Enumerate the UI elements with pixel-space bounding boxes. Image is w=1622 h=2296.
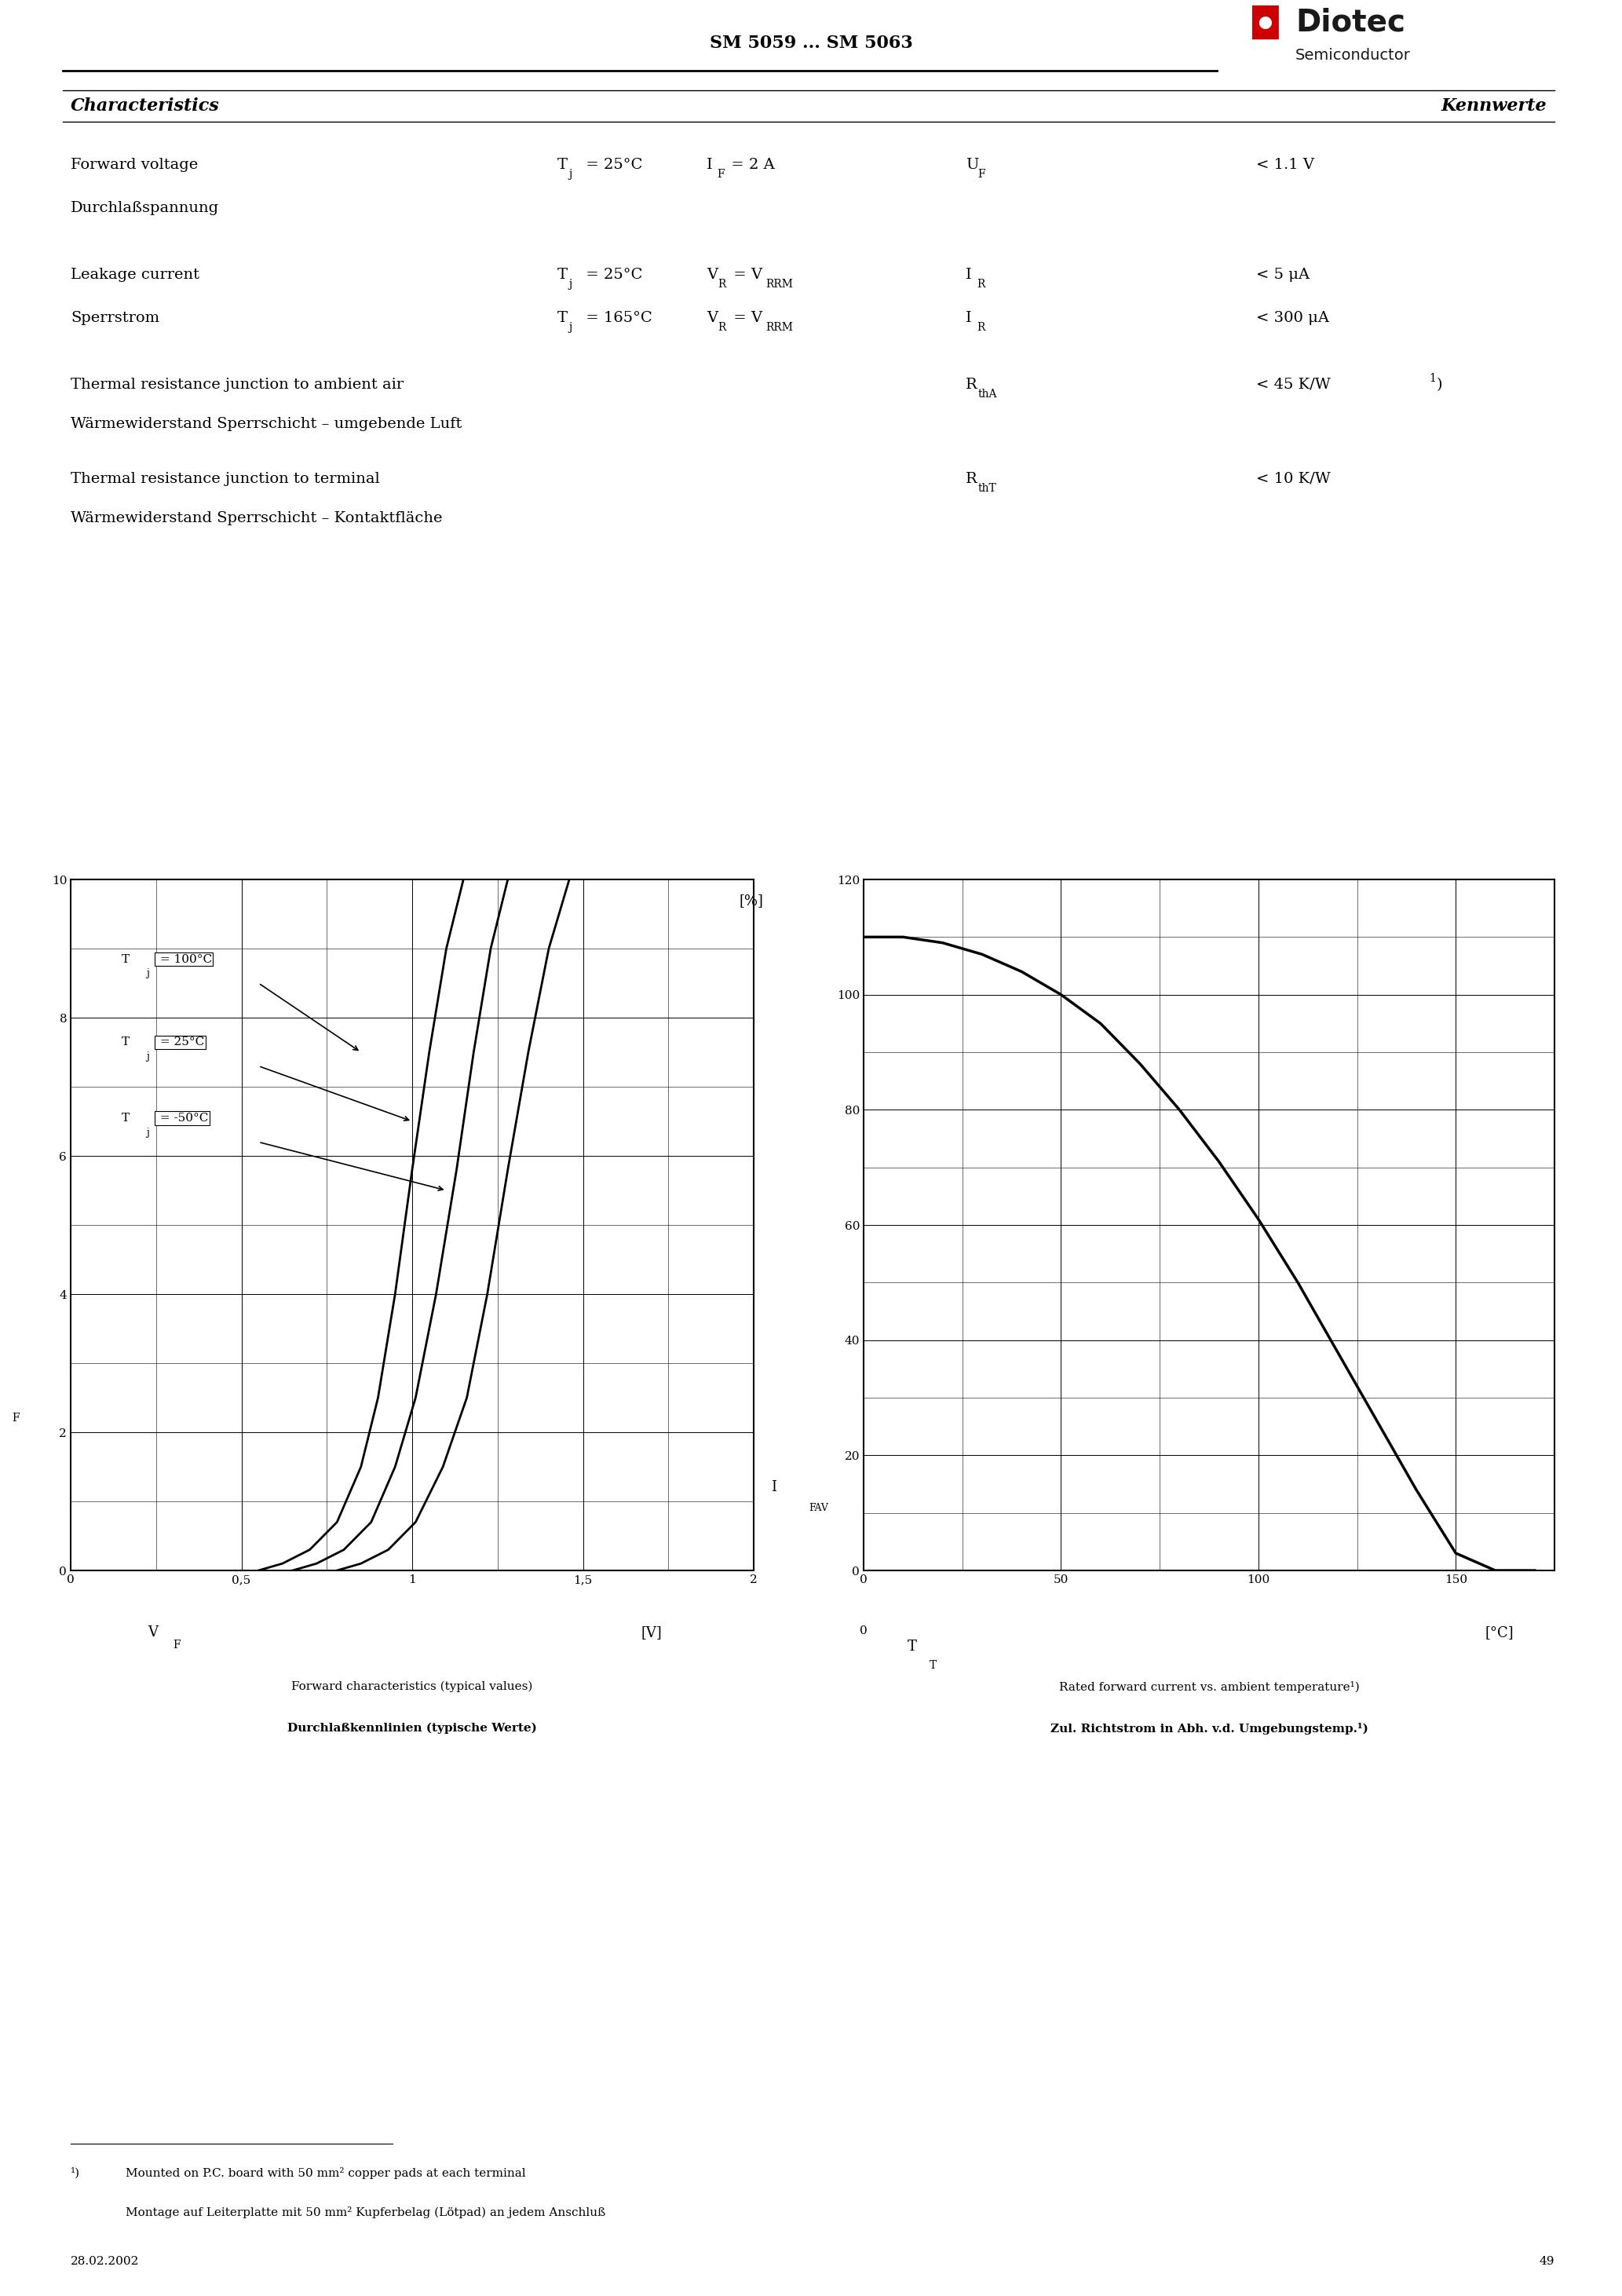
Text: R: R — [976, 278, 985, 289]
Text: Durchlaßspannung: Durchlaßspannung — [71, 202, 219, 216]
Text: T: T — [122, 1038, 130, 1047]
Text: I: I — [707, 158, 712, 172]
Text: Montage auf Leiterplatte mit 50 mm² Kupferbelag (Lötpad) an jedem Anschluß: Montage auf Leiterplatte mit 50 mm² Kupf… — [125, 2206, 605, 2218]
Text: RRM: RRM — [766, 278, 793, 289]
Text: 28.02.2002: 28.02.2002 — [71, 2257, 139, 2266]
Text: Durchlaßkennlinien (typische Werte): Durchlaßkennlinien (typische Werte) — [287, 1722, 537, 1733]
Text: T: T — [122, 1114, 130, 1123]
Text: = 165°C: = 165°C — [581, 310, 652, 326]
Text: = 25°C: = 25°C — [156, 1038, 204, 1047]
Text: Characteristics: Characteristics — [71, 96, 219, 115]
Text: I: I — [965, 310, 972, 326]
Text: [V]: [V] — [641, 1626, 662, 1639]
Text: R: R — [976, 321, 985, 333]
Text: Forward voltage: Forward voltage — [71, 158, 198, 172]
Text: Leakage current: Leakage current — [71, 269, 200, 282]
Text: < 5 μA: < 5 μA — [1255, 269, 1309, 282]
Text: j: j — [568, 278, 571, 289]
Text: R: R — [717, 321, 725, 333]
Text: = 25°C: = 25°C — [581, 269, 642, 282]
Text: thT: thT — [978, 482, 998, 494]
Text: F: F — [13, 1412, 19, 1424]
Text: ¹): ¹) — [71, 2167, 79, 2179]
Text: V: V — [148, 1626, 157, 1639]
Text: j: j — [568, 321, 571, 333]
Text: T: T — [558, 310, 568, 326]
Text: Diotec: Diotec — [1296, 7, 1405, 37]
Text: j: j — [146, 1127, 149, 1137]
Text: < 1.1 V: < 1.1 V — [1255, 158, 1314, 172]
Text: Wärmewiderstand Sperrschicht – Kontaktfläche: Wärmewiderstand Sperrschicht – Kontaktfl… — [71, 512, 443, 526]
Text: ◘: ◘ — [1249, 7, 1283, 48]
Text: 49: 49 — [1539, 2257, 1554, 2266]
Text: = V: = V — [728, 269, 762, 282]
Text: T: T — [929, 1660, 936, 1671]
Text: = -50°C: = -50°C — [156, 1114, 208, 1123]
Text: < 300 μA: < 300 μA — [1255, 310, 1328, 326]
Text: Thermal resistance junction to ambient air: Thermal resistance junction to ambient a… — [71, 379, 404, 393]
Text: T: T — [558, 269, 568, 282]
Text: Semiconductor: Semiconductor — [1296, 48, 1411, 62]
Text: Sperrstrom: Sperrstrom — [71, 310, 159, 326]
Text: Forward characteristics (typical values): Forward characteristics (typical values) — [292, 1681, 534, 1692]
Text: 1: 1 — [1429, 372, 1435, 383]
Text: j: j — [568, 170, 571, 179]
Text: F: F — [717, 170, 725, 179]
Text: R: R — [965, 379, 976, 393]
Text: = 25°C: = 25°C — [581, 158, 642, 172]
Text: I: I — [770, 1481, 777, 1495]
Text: 0: 0 — [860, 1626, 868, 1637]
Text: R: R — [717, 278, 725, 289]
Text: Zul. Richtstrom in Abh. v.d. Umgebungstemp.¹): Zul. Richtstrom in Abh. v.d. Umgebungste… — [1049, 1722, 1367, 1733]
Text: F: F — [978, 170, 985, 179]
Text: RRM: RRM — [766, 321, 793, 333]
Text: U: U — [965, 158, 978, 172]
Text: T: T — [122, 953, 130, 964]
Text: R: R — [965, 473, 976, 487]
Text: ): ) — [1437, 379, 1442, 393]
Text: [°C]: [°C] — [1484, 1626, 1513, 1639]
Text: F: F — [174, 1639, 180, 1651]
Text: [%]: [%] — [740, 893, 764, 907]
Text: T: T — [907, 1639, 916, 1653]
Text: Kennwerte: Kennwerte — [1440, 96, 1547, 115]
Text: Wärmewiderstand Sperrschicht – umgebende Luft: Wärmewiderstand Sperrschicht – umgebende… — [71, 418, 462, 432]
Text: j: j — [146, 1052, 149, 1061]
Text: V: V — [707, 310, 717, 326]
Text: I: I — [965, 269, 972, 282]
Text: V: V — [707, 269, 717, 282]
Text: Mounted on P.C. board with 50 mm² copper pads at each terminal: Mounted on P.C. board with 50 mm² copper… — [125, 2167, 526, 2179]
Text: = V: = V — [728, 310, 762, 326]
Text: SM 5059 ... SM 5063: SM 5059 ... SM 5063 — [709, 34, 913, 53]
Text: Rated forward current vs. ambient temperature¹): Rated forward current vs. ambient temper… — [1059, 1681, 1359, 1692]
Text: j: j — [146, 969, 149, 978]
Text: < 45 K/W: < 45 K/W — [1255, 379, 1335, 393]
Text: thA: thA — [978, 388, 998, 400]
Text: = 100°C: = 100°C — [156, 953, 212, 964]
Text: Thermal resistance junction to terminal: Thermal resistance junction to terminal — [71, 473, 380, 487]
Text: < 10 K/W: < 10 K/W — [1255, 473, 1330, 487]
Text: = 2 A: = 2 A — [727, 158, 775, 172]
Text: FAV: FAV — [809, 1504, 829, 1513]
Text: T: T — [558, 158, 568, 172]
